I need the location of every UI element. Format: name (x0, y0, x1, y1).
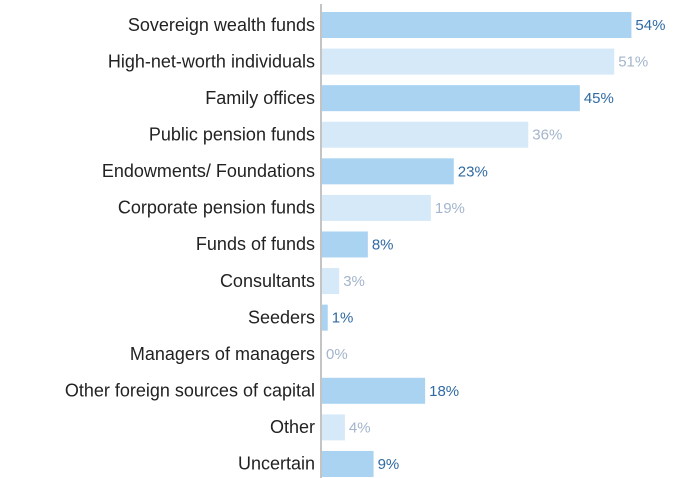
category-label: Family offices (205, 88, 315, 108)
value-label: 36% (532, 127, 562, 144)
value-label: 18% (429, 383, 459, 400)
value-label: 1% (332, 310, 354, 327)
value-label: 54% (635, 17, 665, 34)
category-label: Other foreign sources of capital (65, 381, 315, 401)
value-label: 19% (435, 200, 465, 217)
bar (322, 304, 328, 331)
value-label: 45% (584, 90, 614, 107)
category-label: Corporate pension funds (118, 198, 315, 218)
category-label: Other (270, 417, 315, 437)
bar (322, 231, 368, 258)
category-label: Managers of managers (130, 344, 315, 364)
category-label: Funds of funds (196, 234, 315, 254)
bar (322, 158, 454, 185)
bar (322, 12, 632, 38)
value-label: 3% (343, 273, 365, 290)
bar (322, 194, 431, 221)
value-label: 4% (349, 419, 371, 436)
category-label: Endowments/ Foundations (102, 161, 315, 181)
value-label: 23% (458, 163, 488, 180)
value-label: 0% (326, 346, 348, 363)
category-label: Sovereign wealth funds (128, 15, 315, 35)
bar (322, 450, 374, 477)
bar (322, 377, 426, 404)
value-label: 9% (378, 456, 400, 473)
value-label: 51% (618, 54, 648, 71)
category-label: Uncertain (238, 454, 315, 474)
bar (322, 48, 615, 75)
category-label: High-net-worth individuals (108, 51, 315, 71)
category-label: Seeders (248, 307, 315, 327)
bar (322, 121, 529, 148)
category-label: Consultants (220, 271, 315, 291)
bar (322, 85, 580, 112)
value-label: 8% (372, 236, 394, 253)
category-label: Public pension funds (149, 124, 315, 144)
bar (322, 268, 340, 295)
bar (322, 414, 345, 441)
